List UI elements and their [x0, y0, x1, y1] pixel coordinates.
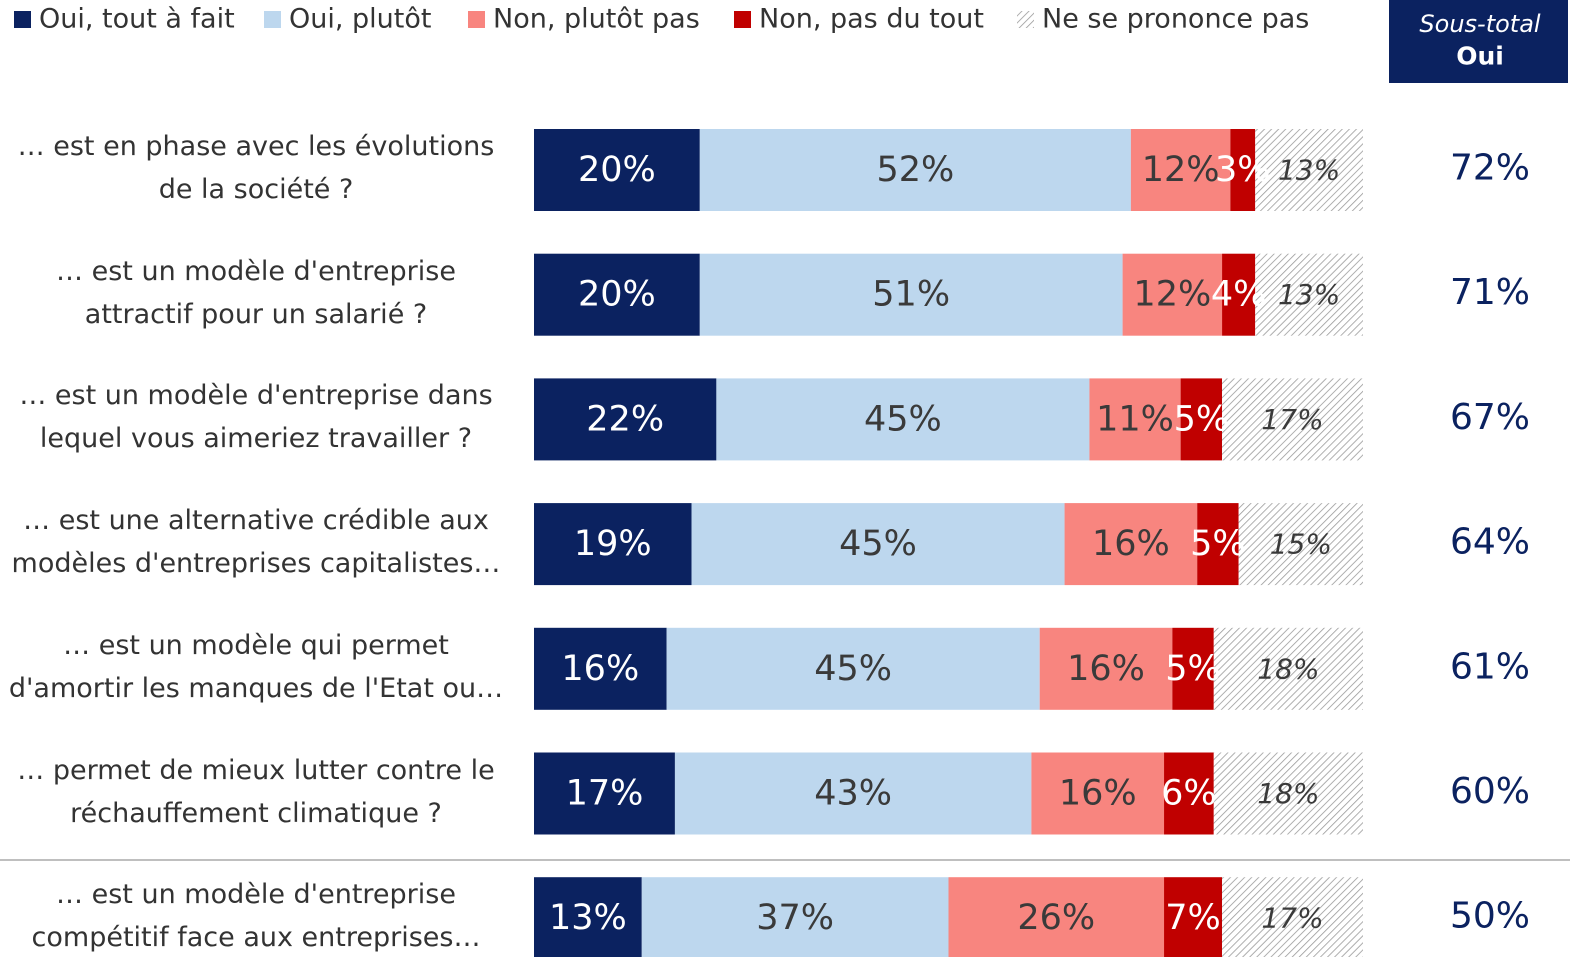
bar-segment [534, 503, 692, 586]
bar-segment [1255, 253, 1363, 336]
value-label: 17% [1261, 403, 1323, 436]
value-label: 4% [1211, 275, 1267, 315]
legend-label: Oui, tout à fait [39, 4, 235, 35]
legend-label: Ne se prononce pas [1042, 4, 1309, 35]
value-label: 15% [1270, 528, 1332, 561]
bar-segment [641, 877, 949, 957]
bar-segment [1122, 253, 1223, 336]
legend-swatch [1017, 11, 1034, 28]
value-label: 11% [1096, 399, 1174, 439]
value-label: 5% [1165, 649, 1221, 689]
subtotal-value: 71% [1450, 272, 1530, 313]
value-label: 5% [1174, 399, 1230, 439]
value-label: 3% [1215, 150, 1271, 190]
value-label: 52% [876, 150, 954, 190]
category-label: … est un modèle d'entreprise attractif p… [56, 255, 456, 330]
value-label: 12% [1133, 275, 1211, 315]
legend-label: Non, plutôt pas [493, 4, 700, 35]
subtotal-value: 61% [1450, 646, 1530, 687]
bar-segment [534, 627, 667, 710]
category-label: … est un modèle d'entreprise dans lequel… [19, 380, 493, 455]
value-label: 16% [1059, 774, 1137, 814]
subtotal-label: Oui [1456, 42, 1504, 71]
legend-label: Non, pas du tout [759, 4, 984, 35]
bar-segment [534, 253, 700, 336]
value-label: 12% [1142, 150, 1220, 190]
value-label: 37% [756, 898, 834, 938]
bar-segment [1222, 253, 1256, 336]
bar-segment [1213, 627, 1363, 710]
bar-segment [1180, 378, 1223, 461]
value-label: 13% [1278, 154, 1340, 187]
subtotal-value: 50% [1450, 896, 1530, 937]
value-label: 22% [586, 399, 664, 439]
value-label: 13% [1278, 278, 1340, 311]
value-label: 17% [566, 774, 644, 814]
bar-segment [691, 503, 1065, 586]
subtotal-header-box [1389, 0, 1568, 83]
bar-segment [1064, 503, 1198, 586]
category-label: … permet de mieux lutter contre le récha… [17, 754, 495, 829]
bar-segment [1031, 752, 1165, 835]
bar-segment [699, 129, 1131, 211]
category-label: … est un modèle d'entreprise compétitif … [31, 879, 481, 954]
value-label: 17% [1261, 902, 1323, 935]
bar-segment [534, 378, 717, 461]
value-label: 19% [574, 524, 652, 564]
value-label: 16% [1067, 649, 1145, 689]
value-label: 16% [561, 649, 639, 689]
bar-segment [534, 877, 642, 957]
value-label: 20% [578, 150, 656, 190]
bar-segment [666, 627, 1040, 710]
value-label: 6% [1161, 774, 1217, 814]
value-label: 45% [864, 399, 942, 439]
legend-label: Oui, plutôt [289, 4, 431, 35]
bar-segment [1172, 627, 1214, 710]
value-label: 43% [814, 774, 892, 814]
value-label: 51% [872, 275, 950, 315]
bar-segment [1164, 752, 1214, 835]
legend-swatch [468, 11, 485, 28]
bar-segment [1255, 129, 1363, 211]
subtotal-title: Sous-total [1419, 10, 1541, 38]
bar-segment [534, 752, 675, 835]
value-label: 45% [814, 649, 892, 689]
value-label: 18% [1257, 652, 1319, 685]
bar-segment [674, 752, 1032, 835]
subtotal-value: 72% [1450, 148, 1530, 189]
value-label: 5% [1190, 524, 1246, 564]
bar-segment [1213, 752, 1363, 835]
value-label: 20% [578, 275, 656, 315]
legend-swatch [734, 11, 751, 28]
value-label: 45% [839, 524, 917, 564]
bar-segment [948, 877, 1165, 957]
value-label: 18% [1257, 777, 1319, 810]
category-label: … est un modèle qui permet d'amortir les… [8, 629, 504, 704]
bar-segment [1222, 378, 1363, 461]
bar-segment [1197, 503, 1239, 586]
bar-segment [1238, 503, 1363, 586]
legend-swatch [14, 11, 31, 28]
subtotal-value: 60% [1450, 771, 1530, 812]
legend-swatch [264, 11, 281, 28]
subtotal-value: 64% [1450, 522, 1530, 563]
bar-segment [1230, 129, 1256, 211]
value-label: 13% [549, 898, 627, 938]
bar-segment [1089, 378, 1181, 461]
value-label: 16% [1092, 524, 1170, 564]
value-label: 26% [1017, 898, 1095, 938]
category-label: … est une alternative crédible aux modèl… [11, 505, 501, 580]
bar-segment [1039, 627, 1173, 710]
bar-segment [699, 253, 1123, 336]
bar-segment [1222, 877, 1363, 957]
subtotal-value: 67% [1450, 397, 1530, 438]
bar-segment [1130, 129, 1231, 211]
category-label: … est en phase avec les évolutions de la… [17, 131, 495, 205]
bar-segment [534, 129, 700, 211]
bar-segment [1164, 877, 1223, 957]
value-label: 7% [1165, 898, 1221, 938]
bar-segment [716, 378, 1090, 461]
